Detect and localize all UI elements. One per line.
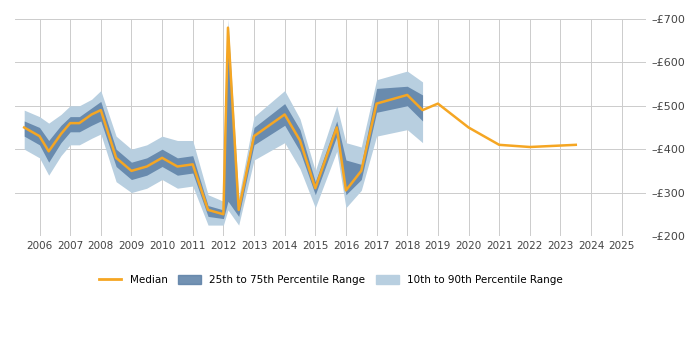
Legend: Median, 25th to 75th Percentile Range, 10th to 90th Percentile Range: Median, 25th to 75th Percentile Range, 1… [94, 271, 567, 289]
